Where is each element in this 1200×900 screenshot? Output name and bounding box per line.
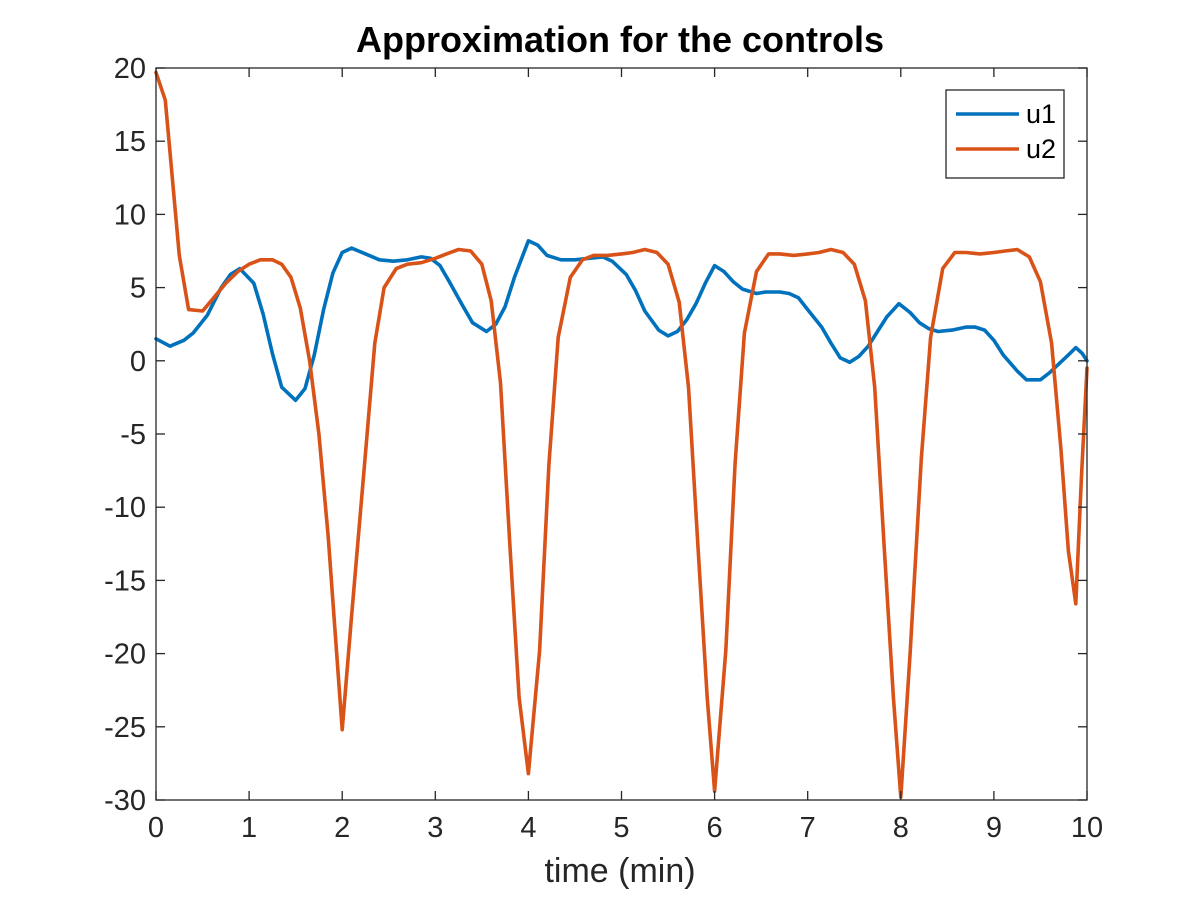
y-tick-label: -5: [120, 419, 146, 451]
y-tick-label: -25: [104, 712, 146, 744]
legend-box: [945, 89, 1065, 179]
tick-layer: 0 1 2 3 4 5 6 7 8 9 10 20 15 10 5 0 -5 -10 -15 -20 -25 -30: [104, 53, 1103, 844]
x-tick-label: 9: [986, 812, 1002, 844]
y-tick-label: -15: [104, 565, 146, 597]
series-line-u2: [154, 70, 1089, 799]
x-tick-label: 0: [148, 812, 164, 844]
x-tick-label: 5: [613, 812, 629, 844]
y-tick-label: 15: [114, 126, 146, 158]
y-tick-label: -20: [104, 639, 146, 671]
plot-area: [156, 68, 1087, 800]
y-tick-label: 0: [130, 346, 146, 378]
y-tick-label: 5: [130, 273, 146, 305]
legend-label-u1: u1: [1026, 99, 1056, 129]
y-tick-label: 10: [114, 199, 146, 231]
x-tick-label: 10: [1071, 812, 1103, 844]
y-tick-label: 20: [114, 53, 146, 85]
x-axis-label: time (min): [544, 852, 695, 890]
series-layer: [154, 70, 1089, 799]
legend-label-u2: u2: [1026, 134, 1056, 164]
x-tick-label: 3: [427, 812, 443, 844]
x-tick-label: 4: [520, 812, 536, 844]
x-tick-label: 8: [893, 812, 909, 844]
chart-title: Approximation for the controls: [356, 19, 884, 60]
x-tick-label: 1: [241, 812, 257, 844]
y-tick-label: -10: [104, 492, 146, 524]
x-tick-label: 6: [707, 812, 723, 844]
x-tick-label: 7: [800, 812, 816, 844]
y-tick-label: -30: [104, 785, 146, 817]
x-tick-label: 2: [334, 812, 350, 844]
series-line-u1: [154, 239, 1089, 403]
